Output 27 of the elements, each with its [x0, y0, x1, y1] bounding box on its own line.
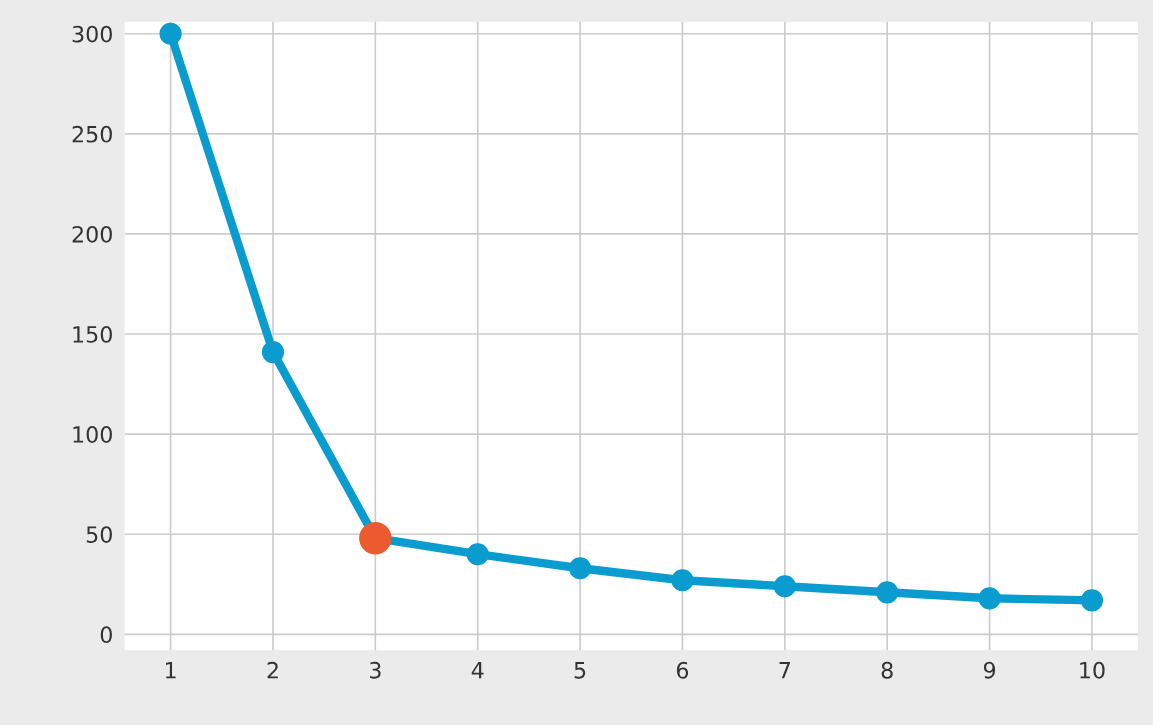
- y-tick-label: 150: [73, 325, 112, 343]
- y-tick-label: 100: [73, 426, 112, 443]
- point: [261, 340, 285, 364]
- y-tick-label: 0: [100, 626, 112, 644]
- y-tick-label: 300: [72, 25, 112, 43]
- x-tick-label: 5: [574, 662, 586, 679]
- point: [671, 569, 694, 592]
- point: [359, 521, 392, 555]
- x-tick-label: 7: [779, 662, 790, 679]
- point: [568, 557, 592, 580]
- x-tick-label: 6: [676, 661, 689, 679]
- point: [1080, 589, 1104, 612]
- point: [466, 543, 489, 566]
- x-tick-label: 2: [267, 661, 278, 679]
- point: [773, 575, 796, 598]
- point: [876, 581, 899, 604]
- y-tick-label: 250: [72, 125, 112, 143]
- x-tick-label: 4: [471, 662, 484, 679]
- x-tick-label: 8: [881, 661, 893, 679]
- x-tick-label: 9: [983, 661, 996, 679]
- point: [978, 587, 1001, 610]
- x-tick-label: 10: [1080, 661, 1105, 679]
- point: [159, 22, 182, 45]
- x-tick-label: 3: [369, 661, 381, 679]
- y-tick-label: 50: [86, 526, 112, 543]
- x-tick-label: 1: [165, 662, 176, 679]
- y-tick-label: 200: [72, 225, 112, 243]
